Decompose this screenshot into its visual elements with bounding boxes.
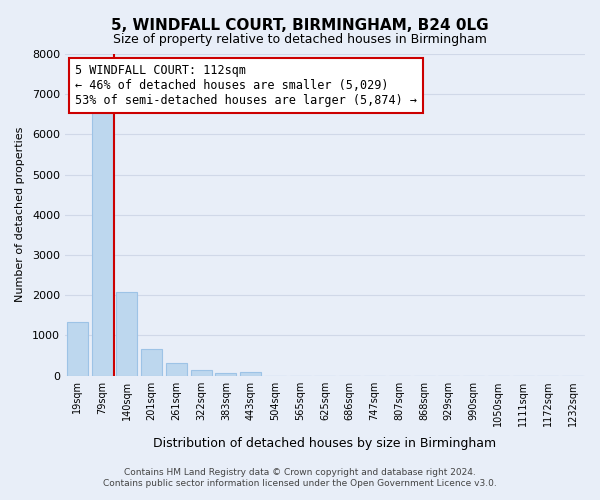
Bar xyxy=(116,292,137,376)
Bar xyxy=(191,370,212,376)
Bar xyxy=(166,364,187,376)
Text: 5, WINDFALL COURT, BIRMINGHAM, B24 0LG: 5, WINDFALL COURT, BIRMINGHAM, B24 0LG xyxy=(111,18,489,32)
Y-axis label: Number of detached properties: Number of detached properties xyxy=(15,127,25,302)
X-axis label: Distribution of detached houses by size in Birmingham: Distribution of detached houses by size … xyxy=(154,437,497,450)
Bar xyxy=(240,372,261,376)
Text: Size of property relative to detached houses in Birmingham: Size of property relative to detached ho… xyxy=(113,32,487,46)
Bar xyxy=(67,322,88,376)
Text: Contains HM Land Registry data © Crown copyright and database right 2024.
Contai: Contains HM Land Registry data © Crown c… xyxy=(103,468,497,487)
Bar xyxy=(141,350,162,376)
Bar xyxy=(92,110,113,376)
Bar xyxy=(215,372,236,376)
Text: 5 WINDFALL COURT: 112sqm
← 46% of detached houses are smaller (5,029)
53% of sem: 5 WINDFALL COURT: 112sqm ← 46% of detach… xyxy=(76,64,418,106)
